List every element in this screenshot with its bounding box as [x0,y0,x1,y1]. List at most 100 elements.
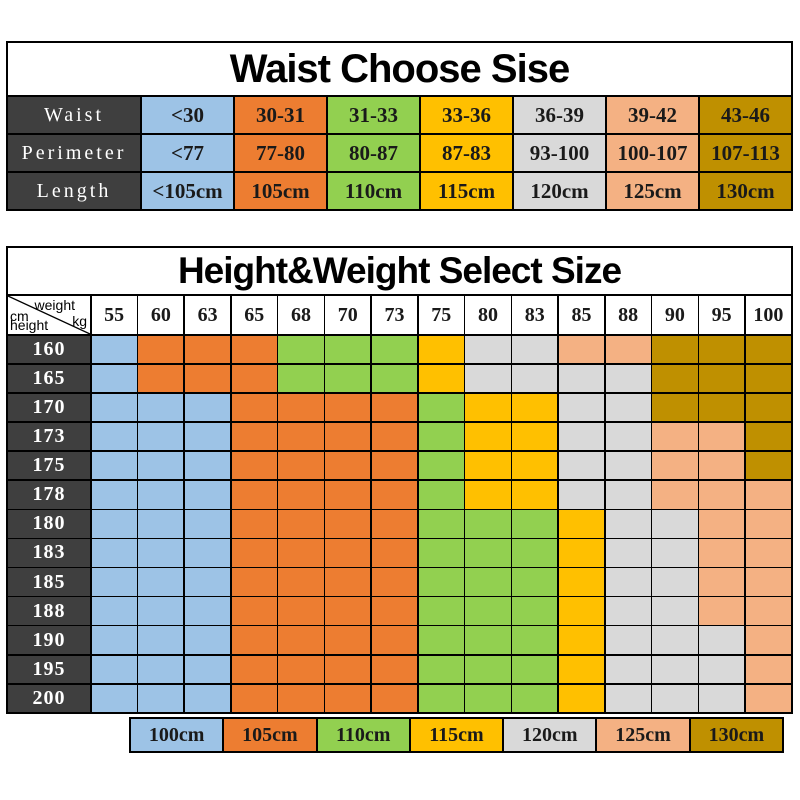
size-cell-105cm [325,597,371,625]
waist-table-cell: 80-87 [328,135,419,171]
height-row-label: 160 [8,335,90,364]
size-cell-110cm [371,335,418,364]
size-cell-105cm [325,568,371,596]
size-cell-105cm [231,510,277,538]
size-cell-105cm [325,451,371,480]
size-cell-130cm [652,364,698,393]
size-cell-105cm [231,335,277,364]
size-cell-110cm [465,539,511,567]
size-cell-125cm [745,597,791,625]
size-cell-120cm [652,655,698,684]
size-cell-105cm [325,655,371,684]
weight-column-header: 85 [558,296,605,334]
size-cell-125cm [699,568,745,596]
size-cell-100cm [184,422,231,451]
size-cell-100cm [91,626,137,655]
weight-column-header: 100 [745,296,791,334]
size-cell-105cm [231,422,277,451]
size-cell-130cm [652,335,698,364]
size-cell-100cm [184,393,231,422]
size-cell-105cm [325,510,371,538]
size-cell-115cm [558,539,605,567]
weight-column-header: 65 [231,296,277,334]
size-cell-115cm [512,451,558,480]
size-cell-120cm [699,626,745,655]
size-cell-100cm [184,655,231,684]
size-cell-105cm [371,684,418,713]
size-cell-100cm [138,480,184,509]
corner-label-height: height [10,317,49,333]
size-cell-100cm [184,568,231,596]
size-cell-120cm [699,655,745,684]
height-row-label: 190 [8,626,90,655]
size-cell-100cm [184,510,231,538]
size-cell-120cm [652,510,698,538]
corner-label-cm: cm [10,308,29,324]
size-cell-115cm [558,510,605,538]
size-cell-110cm [512,510,558,538]
waist-row-label-length: Length [8,173,140,209]
size-cell-125cm [699,422,745,451]
size-cell-110cm [418,393,464,422]
waist-table-cell: 110cm [328,173,419,209]
size-cell-110cm [325,335,371,364]
size-cell-110cm [465,568,511,596]
size-cell-105cm [371,480,418,509]
height-row-label: 188 [8,597,90,625]
size-cell-130cm [745,422,791,451]
size-cell-110cm [371,364,418,393]
size-cell-110cm [512,597,558,625]
waist-table-grid: Waist <30 30-31 31-33 33-36 36-39 39-42 43-46 Pe… [8,97,791,209]
height-row-label: 183 [8,539,90,567]
size-cell-100cm [91,539,137,567]
size-cell-125cm [745,684,791,713]
size-cell-120cm [512,364,558,393]
size-cell-130cm [699,393,745,422]
size-cell-105cm [325,684,371,713]
height-row-label: 170 [8,393,90,422]
size-cell-105cm [138,335,184,364]
size-cell-125cm [699,510,745,538]
size-cell-105cm [278,597,324,625]
height-weight-table: Height&Weight Select Size weight kg cm h… [6,246,793,715]
size-cell-105cm [325,539,371,567]
size-cell-120cm [558,451,605,480]
weight-column-header: 88 [605,296,651,334]
size-cell-120cm [699,684,745,713]
size-cell-120cm [605,568,651,596]
height-row-label: 165 [8,364,90,393]
size-cell-115cm [512,393,558,422]
size-cell-105cm [371,510,418,538]
size-cell-115cm [558,568,605,596]
size-cell-115cm [558,655,605,684]
size-cell-105cm [371,422,418,451]
size-cell-125cm [699,480,745,509]
size-cell-100cm [91,597,137,625]
size-cell-110cm [512,539,558,567]
waist-table-cell: 115cm [421,173,512,209]
size-cell-110cm [465,510,511,538]
size-cell-120cm [512,335,558,364]
size-cell-110cm [278,335,324,364]
size-cell-105cm [138,364,184,393]
size-cell-105cm [325,422,371,451]
size-cell-120cm [558,480,605,509]
size-cell-100cm [138,568,184,596]
size-cell-130cm [745,335,791,364]
size-cell-110cm [418,568,464,596]
waist-table-title: Waist Choose Sise [8,43,791,97]
size-cell-110cm [512,568,558,596]
waist-table-cell: 31-33 [328,97,419,133]
size-cell-115cm [465,422,511,451]
size-cell-110cm [418,539,464,567]
size-cell-110cm [418,451,464,480]
size-cell-110cm [278,364,324,393]
size-cell-115cm [418,335,464,364]
size-cell-105cm [278,568,324,596]
size-cell-100cm [91,684,137,713]
waist-table-cell: <30 [142,97,233,133]
size-cell-125cm [652,480,698,509]
size-cell-110cm [418,655,464,684]
size-cell-105cm [371,451,418,480]
